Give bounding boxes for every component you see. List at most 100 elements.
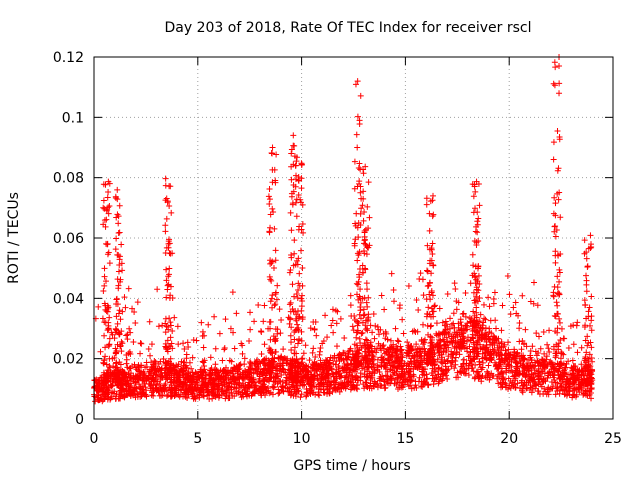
data-point-marker <box>554 190 561 197</box>
data-point-marker <box>472 205 479 212</box>
data-point-marker <box>293 257 300 264</box>
data-point-marker <box>335 371 342 378</box>
data-point-marker <box>483 355 490 362</box>
data-point-marker <box>415 353 422 360</box>
data-point-marker <box>269 144 276 151</box>
data-point-marker <box>501 341 508 348</box>
data-point-marker <box>588 327 595 334</box>
data-point-marker <box>362 226 369 233</box>
data-point-marker <box>266 319 273 326</box>
data-point-marker <box>229 289 236 296</box>
data-point-marker <box>384 360 391 367</box>
data-point-marker <box>119 267 126 274</box>
data-point-marker <box>544 341 551 348</box>
data-point-marker <box>273 296 280 303</box>
data-point-marker <box>312 318 319 325</box>
data-point-marker <box>557 336 564 343</box>
data-point-marker <box>116 359 123 366</box>
data-point-marker <box>160 356 167 363</box>
data-point-marker <box>382 384 389 391</box>
data-point-marker <box>402 375 409 382</box>
data-point-marker <box>533 330 540 337</box>
data-point-marker <box>560 351 567 358</box>
data-point-marker <box>272 365 279 372</box>
data-point-marker <box>334 308 341 315</box>
data-point-marker <box>361 311 368 318</box>
data-point-marker <box>528 365 535 372</box>
data-point-marker <box>394 372 401 379</box>
data-point-marker <box>530 300 537 307</box>
data-point-marker <box>325 378 332 385</box>
data-point-marker <box>583 249 590 256</box>
data-point-marker <box>290 308 297 315</box>
data-point-marker <box>376 377 383 384</box>
data-point-marker <box>415 306 422 313</box>
data-point-marker <box>200 393 207 400</box>
data-point-marker <box>524 367 531 374</box>
data-point-marker <box>127 374 134 381</box>
data-point-marker <box>555 346 562 353</box>
data-point-marker <box>491 334 498 341</box>
data-point-marker <box>298 356 305 363</box>
data-point-marker <box>121 294 128 301</box>
data-point-marker <box>186 387 193 394</box>
data-point-marker <box>554 302 561 309</box>
data-point-marker <box>93 383 100 390</box>
data-point-marker <box>295 177 302 184</box>
data-point-marker <box>227 325 234 332</box>
data-point-marker <box>333 320 340 327</box>
data-point-marker <box>270 384 277 391</box>
data-point-marker <box>169 328 176 335</box>
data-point-marker <box>116 202 123 209</box>
data-point-marker <box>451 324 458 331</box>
data-point-marker <box>114 320 121 327</box>
data-point-marker <box>271 383 278 390</box>
data-point-marker <box>380 356 387 363</box>
data-point-marker <box>504 273 511 280</box>
data-point-marker <box>380 330 387 337</box>
data-point-marker <box>323 383 330 390</box>
data-point-marker <box>211 366 218 373</box>
data-point-marker <box>392 376 399 383</box>
data-point-marker <box>292 162 299 169</box>
data-point-marker <box>328 381 335 388</box>
data-point-marker <box>351 240 358 247</box>
data-point-marker <box>277 330 284 337</box>
data-point-marker <box>325 372 332 379</box>
data-point-marker <box>470 209 477 216</box>
data-point-marker <box>298 337 305 344</box>
data-point-marker <box>584 333 591 340</box>
data-point-marker <box>341 350 348 357</box>
data-point-marker <box>556 278 563 285</box>
data-point-marker <box>282 369 289 376</box>
data-point-marker <box>162 175 169 182</box>
data-point-marker <box>271 166 278 173</box>
data-point-marker <box>222 316 229 323</box>
data-point-marker <box>389 354 396 361</box>
data-point-marker <box>416 275 423 282</box>
data-point-marker <box>516 325 523 332</box>
data-point-marker <box>376 368 383 375</box>
data-point-marker <box>105 366 112 373</box>
data-point-marker <box>529 343 536 350</box>
data-point-marker <box>118 338 125 345</box>
data-point-marker <box>246 358 253 365</box>
data-point-marker <box>349 323 356 330</box>
data-point-marker <box>354 144 361 151</box>
data-point-marker <box>468 364 475 371</box>
data-point-marker <box>532 348 539 355</box>
data-point-marker <box>255 377 262 384</box>
data-point-marker <box>120 386 127 393</box>
data-point-marker <box>292 199 299 206</box>
data-point-marker <box>570 367 577 374</box>
data-point-marker <box>299 282 306 289</box>
data-point-marker <box>435 349 442 356</box>
data-point-marker <box>266 229 273 236</box>
data-point-marker <box>167 322 174 329</box>
data-point-marker <box>504 356 511 363</box>
data-point-marker <box>488 330 495 337</box>
data-point-marker <box>302 367 309 374</box>
data-point-marker <box>360 188 367 195</box>
data-point-marker <box>552 248 559 255</box>
data-point-marker <box>212 345 219 352</box>
